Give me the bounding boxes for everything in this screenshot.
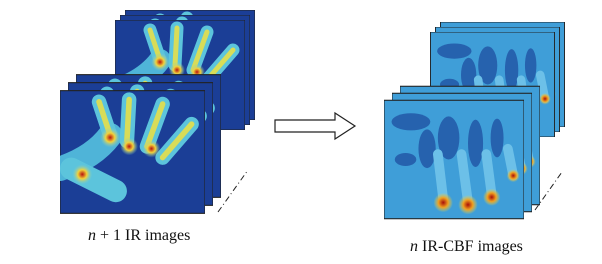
ir-frame [60, 91, 205, 214]
diagram [0, 0, 602, 264]
arrow [275, 113, 355, 139]
variable: n [410, 238, 418, 255]
variable: n [88, 227, 96, 244]
label-text: + 1 IR images [100, 227, 190, 244]
label-text: IR-CBF images [422, 238, 523, 255]
input-label: n+ 1 IR images [88, 227, 190, 245]
cbf-frame [384, 100, 524, 218]
ellipsis-line [218, 170, 248, 212]
figure: n+ 1 IR images nIR-CBF images [0, 0, 602, 264]
